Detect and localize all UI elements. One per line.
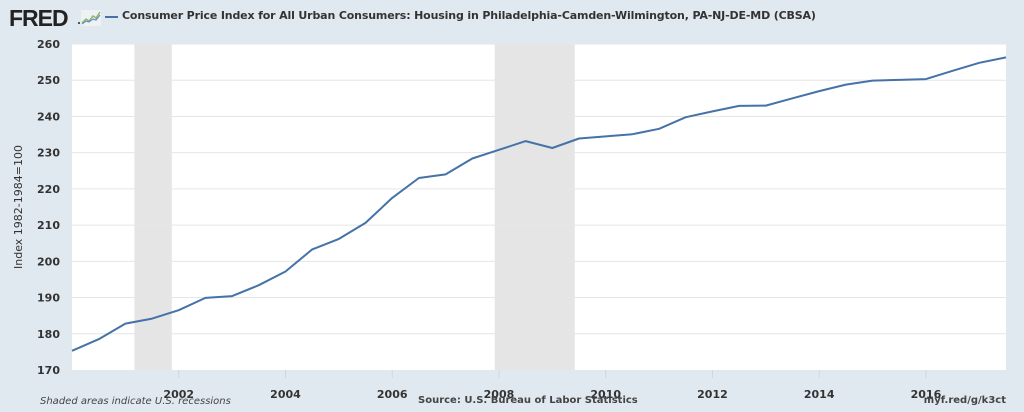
x-tick-label: 2002 <box>163 388 194 401</box>
recession-band <box>494 44 575 370</box>
x-tick-label: 2016 <box>911 388 942 401</box>
y-tick-label: 170 <box>37 364 60 377</box>
data-points <box>71 57 1007 351</box>
y-tick-label: 250 <box>37 74 60 87</box>
recession-bands <box>134 44 575 370</box>
y-tick-label: 240 <box>37 110 60 123</box>
x-tick-label: 2006 <box>377 388 408 401</box>
y-tick-label: 200 <box>37 255 60 268</box>
y-tick-label: 260 <box>37 38 60 51</box>
gridlines <box>72 43 1006 335</box>
recession-band <box>134 44 172 370</box>
chart-header: FRED Consumer Price Index for All Urban … <box>0 0 1024 34</box>
y-axis-ticks: 170 180 190 200 210 220 230 240 250 260 <box>37 38 60 377</box>
x-tick-label: 2010 <box>590 388 621 401</box>
y-tick-label: 210 <box>37 219 60 232</box>
logo-registered-mark <box>78 22 80 24</box>
short-url[interactable]: myf.red/g/k3ct <box>923 395 1006 406</box>
x-tick-label: 2014 <box>804 388 835 401</box>
recession-note: Shaded areas indicate U.S. recessions <box>40 396 231 407</box>
y-tick-label: 230 <box>37 147 60 160</box>
y-tick-label: 180 <box>37 328 60 341</box>
series-title[interactable]: Consumer Price Index for All Urban Consu… <box>122 9 816 22</box>
source-note[interactable]: Source: U.S. Bureau of Labor Statistics <box>418 395 638 406</box>
series-line[interactable] <box>71 56 1007 352</box>
y-tick-label: 220 <box>37 183 60 196</box>
y-tick-label: 190 <box>37 292 60 305</box>
y-axis-label: Index 1982-1984=100 <box>12 145 25 269</box>
x-tick-label: 2004 <box>270 388 301 401</box>
fred-logo[interactable]: FRED <box>9 5 69 31</box>
legend-line-swatch <box>105 16 118 18</box>
x-tick-label: 2008 <box>484 388 515 401</box>
x-axis-ticks: 2002 2004 2006 2008 2010 2012 2014 2016 <box>163 370 942 401</box>
trend-chart-icon <box>81 10 101 26</box>
x-tick-label: 2012 <box>697 388 728 401</box>
